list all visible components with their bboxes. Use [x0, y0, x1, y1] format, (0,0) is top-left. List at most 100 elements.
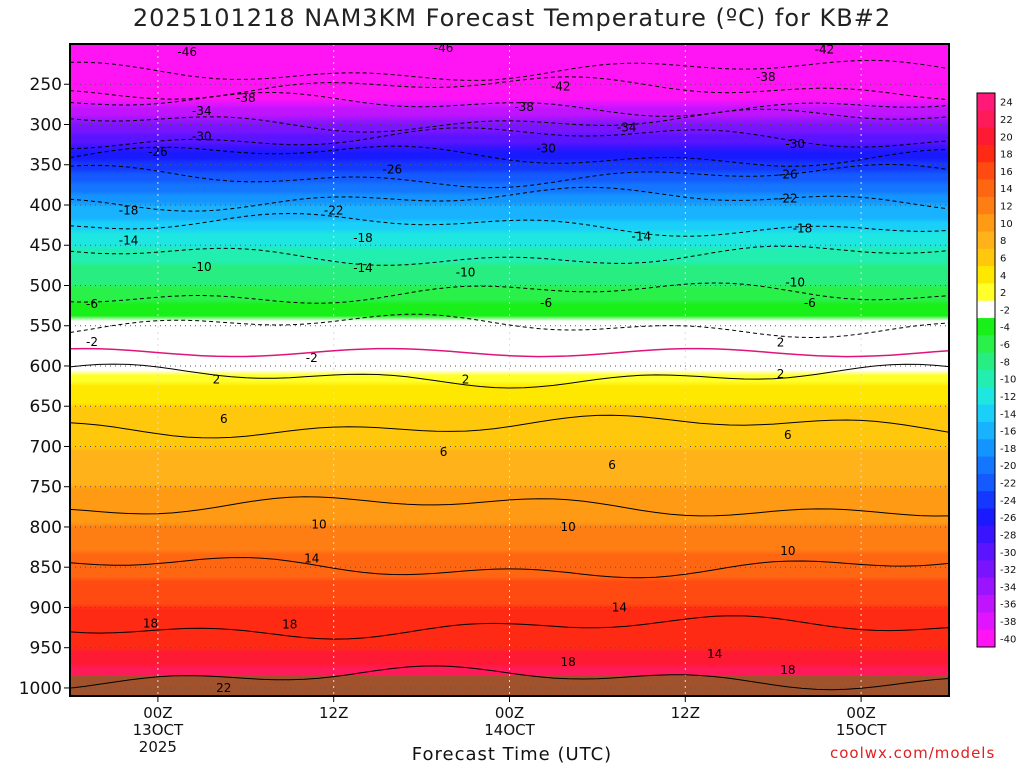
contour-label: -26 — [148, 145, 168, 159]
colorbar-swatch — [977, 508, 995, 527]
x-tick-label: 00Z — [846, 704, 875, 722]
contour-label: -18 — [119, 204, 139, 218]
colorbar-swatch — [977, 473, 995, 492]
contour-label: -6 — [540, 296, 552, 310]
contour-label: -14 — [119, 233, 139, 247]
contour-label: 18 — [780, 663, 795, 677]
y-tick-label: 400 — [30, 196, 62, 216]
x-axis-label: Forecast Time (UTC) — [411, 744, 613, 765]
contour-lines — [70, 59, 949, 691]
contour-label: -18 — [353, 231, 373, 245]
contour-label: 6 — [220, 412, 228, 426]
y-tick-label: 500 — [30, 276, 62, 296]
contour-label: 10 — [311, 518, 326, 532]
colorbar-swatch — [977, 387, 995, 406]
colorbar-swatch — [977, 577, 995, 596]
colorbar-label: -34 — [1000, 582, 1016, 593]
contour-label: 18 — [282, 617, 297, 631]
contour-label: -14 — [632, 229, 652, 243]
contour-label: 22 — [216, 681, 231, 695]
isotherm-line — [70, 282, 949, 304]
credit-text: coolwx.com/models — [830, 744, 996, 762]
colorbar-swatch — [977, 629, 995, 648]
colorbar-swatch — [977, 127, 995, 146]
colorbar-label: -24 — [1000, 496, 1016, 507]
colorbar-label: -8 — [1000, 357, 1010, 368]
contour-label: -6 — [86, 297, 98, 311]
colorbar-swatch — [977, 248, 995, 267]
isotherm-line — [70, 414, 949, 439]
contour-label: 2 — [213, 373, 221, 387]
colorbar-label: -14 — [1000, 409, 1016, 420]
contour-label: -46 — [177, 45, 197, 59]
contour-label: -38 — [514, 100, 534, 114]
contour-label: 2 — [462, 373, 470, 387]
colorbar-label: 8 — [1000, 236, 1006, 247]
isotherm-line — [70, 127, 949, 150]
contour-label: -22 — [324, 204, 344, 218]
colorbar-label: 20 — [1000, 132, 1013, 143]
x-tick-label: 2025 — [139, 738, 177, 756]
x-tick-label: 00Z — [495, 704, 524, 722]
contour-label: -30 — [192, 130, 212, 144]
x-tick-label: 12Z — [319, 704, 348, 722]
colorbar-label: -26 — [1000, 513, 1016, 524]
colorbar-label: -18 — [1000, 444, 1016, 455]
contour-label: -34 — [617, 121, 637, 135]
isotherm-line — [70, 91, 949, 117]
contour-label: 10 — [560, 520, 575, 534]
isotherm-line — [70, 556, 949, 579]
colorbar-label: -36 — [1000, 600, 1016, 611]
contour-label: -10 — [785, 275, 805, 289]
y-axis: 250 300 350 400 450 500 550 600 650 700 750 800 850 9… — [19, 75, 70, 699]
freezing-line — [70, 347, 949, 358]
colorbar-swatch — [977, 162, 995, 181]
contour-label: -38 — [756, 70, 776, 84]
contour-label: -26 — [778, 167, 798, 181]
colorbar-label: -22 — [1000, 479, 1016, 490]
colorbar-label: -20 — [1000, 461, 1016, 472]
x-tick-label: 12Z — [671, 704, 700, 722]
contour-label: -30 — [785, 137, 805, 151]
colorbar-swatch — [977, 491, 995, 509]
colorbar-swatch — [977, 335, 995, 354]
colorbar-swatch — [977, 421, 995, 440]
contour-label: 6 — [784, 428, 792, 442]
x-tick-label: 13OCT — [133, 721, 184, 739]
x-tick-label: 15OCT — [836, 721, 887, 739]
plot-area: -46 -46 -42-42-38-38-38-34-34-30-30 -30-26-… — [69, 41, 950, 697]
colorbar-label: 14 — [1000, 184, 1013, 195]
colorbar-label: -38 — [1000, 617, 1016, 628]
y-tick-label: 300 — [30, 115, 62, 135]
contour-label: 2 — [777, 336, 785, 350]
contour-label: 10 — [780, 544, 795, 558]
colorbar-label: -30 — [1000, 548, 1016, 559]
contour-label: -46 — [434, 41, 454, 55]
y-tick-label: 250 — [30, 75, 62, 95]
contour-label: -18 — [793, 221, 813, 235]
contour-label: -22 — [778, 192, 798, 206]
grid-lines — [70, 44, 949, 696]
isotherm-line — [70, 245, 949, 266]
colorbar-label: 22 — [1000, 115, 1013, 126]
colorbar-label: -12 — [1000, 392, 1016, 403]
isotherm-line — [70, 665, 949, 691]
contour-label: -6 — [804, 296, 816, 310]
colorbar-swatch — [977, 560, 995, 579]
contour-label: 14 — [707, 647, 722, 661]
contour-label: -38 — [236, 91, 256, 105]
colorbar-label: -2 — [1000, 305, 1010, 316]
colorbar-label: -40 — [1000, 634, 1016, 645]
contour-label: -14 — [353, 261, 373, 275]
colorbar-swatch — [977, 196, 995, 215]
y-tick-label: 900 — [30, 598, 62, 618]
colorbar-swatch — [977, 525, 995, 544]
contour-label: -42 — [815, 43, 835, 57]
y-tick-label: 550 — [30, 317, 62, 337]
colorbar-swatch — [977, 595, 995, 613]
colorbar-label: -28 — [1000, 530, 1016, 541]
y-tick-label: 450 — [30, 236, 62, 256]
y-tick-label: 750 — [30, 478, 62, 498]
colorbar-swatch — [977, 352, 995, 371]
contour-label: -26 — [382, 163, 402, 177]
